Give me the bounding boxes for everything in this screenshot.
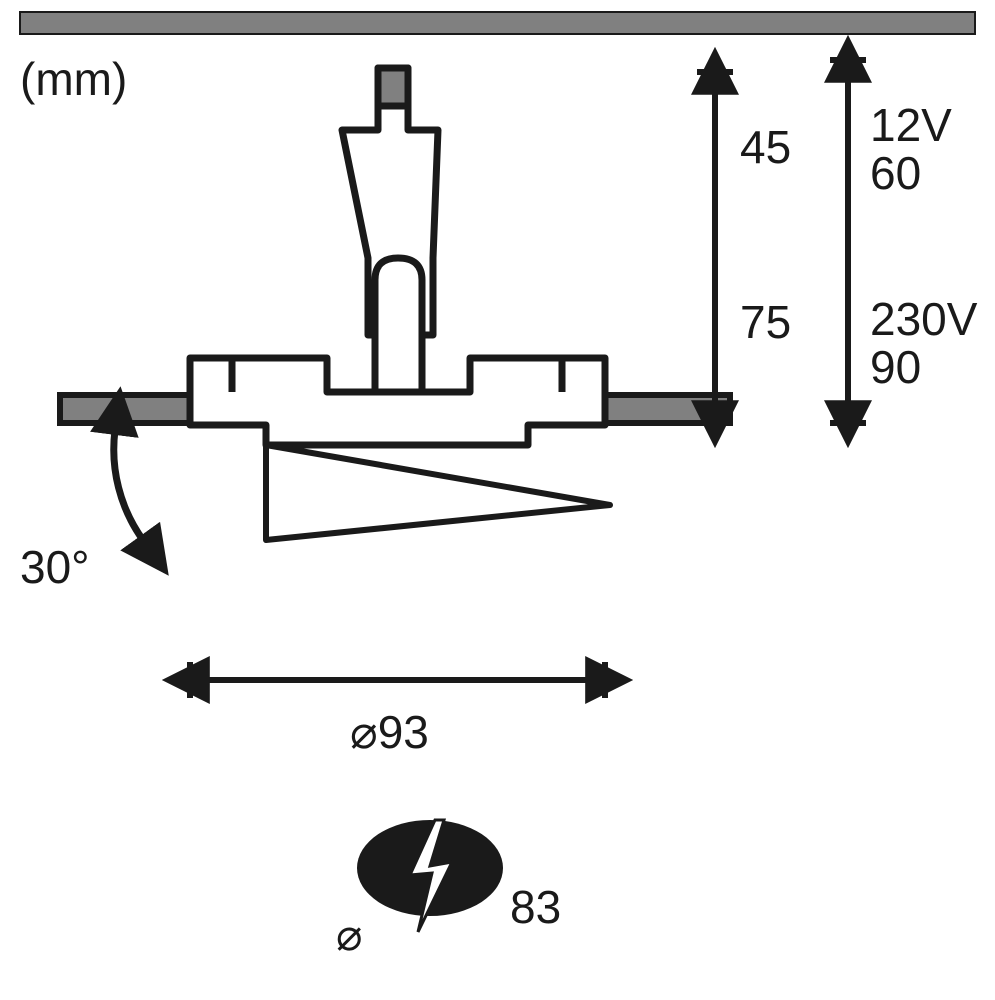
dia-93-label: ⌀93 — [350, 705, 429, 759]
angle-label: 30° — [20, 540, 90, 594]
cutout-icon — [357, 820, 503, 932]
unit-label: (mm) — [20, 52, 127, 106]
tilt-flap — [266, 445, 610, 540]
fixture-body — [190, 68, 605, 445]
dim-60-label: 60 — [870, 146, 921, 200]
dim-vertical-outer — [830, 60, 866, 423]
dim-45-label: 45 — [740, 120, 791, 174]
angle-arc — [114, 430, 143, 540]
drawing-svg — [0, 0, 995, 1000]
ceiling-bar-left — [60, 395, 190, 423]
technical-diagram: (mm) 45 75 12V 60 230V 90 30° ⌀93 ⌀ 83 — [0, 0, 995, 1000]
dim-75-label: 75 — [740, 295, 791, 349]
dim-12v-label: 12V — [870, 98, 952, 152]
ceiling-bar-right — [605, 395, 730, 423]
dia-83-prefix: ⌀ — [336, 910, 363, 961]
dim-horizontal-93 — [190, 662, 605, 698]
dia-83-label: 83 — [510, 880, 561, 934]
dim-230v-label: 230V — [870, 292, 977, 346]
dim-90-label: 90 — [870, 340, 921, 394]
dim-vertical-inner — [697, 72, 733, 423]
top-bar — [20, 12, 975, 34]
